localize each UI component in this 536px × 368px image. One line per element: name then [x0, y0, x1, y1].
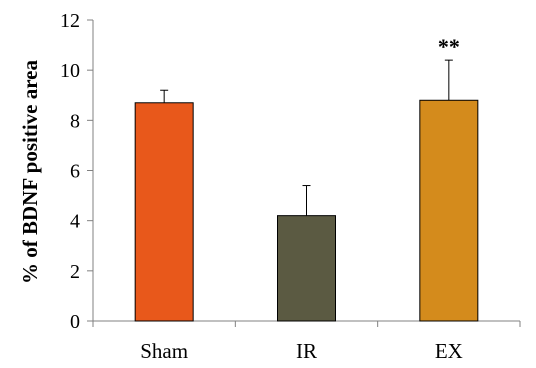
y-tick-label-2: 2 [70, 261, 80, 283]
bar-ex [419, 99, 479, 322]
y-tick-label-10: 10 [60, 60, 80, 82]
y-tick-label-8: 8 [70, 110, 80, 132]
y-tick-label-0: 0 [70, 311, 80, 333]
x-tick-label-sham: Sham [140, 339, 188, 363]
y-axis-title: % of BDNF positive area [18, 60, 42, 284]
x-tick-label-ir: IR [296, 339, 317, 363]
bar-sham [134, 102, 194, 322]
significance-marker-ex: ** [438, 34, 460, 59]
bar-ir [277, 215, 336, 322]
y-tick-label-6: 6 [70, 161, 80, 183]
y-tick-label-12: 12 [60, 10, 80, 32]
x-tick-label-ex: EX [435, 339, 463, 363]
y-tick-label-4: 4 [70, 211, 80, 233]
bars: ** [134, 34, 479, 322]
